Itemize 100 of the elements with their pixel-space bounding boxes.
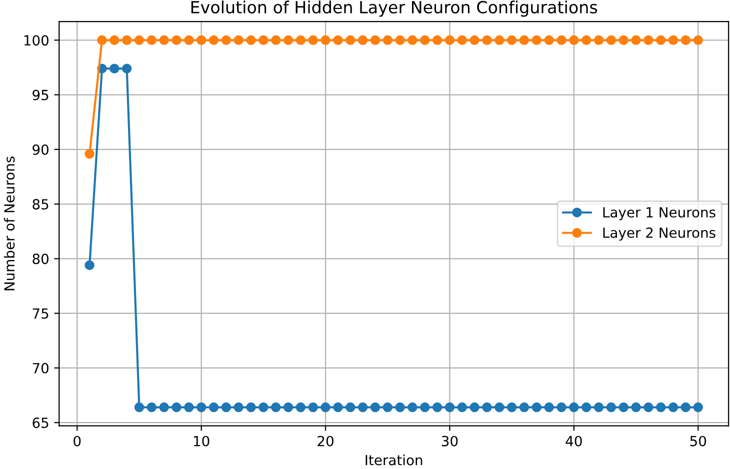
y-tick-label: 65: [32, 418, 48, 428]
y-tick-label: 95: [32, 90, 48, 100]
y-axis-title: Number of Neurons: [4, 156, 15, 290]
x-tick-label: 0: [74, 436, 81, 446]
point: [457, 35, 468, 46]
point: [370, 402, 380, 412]
point: [482, 35, 492, 46]
point: [506, 402, 517, 412]
point: [196, 35, 206, 46]
point: [470, 402, 480, 412]
point: [581, 402, 592, 412]
point: [172, 35, 182, 46]
y-tick-label: 85: [32, 199, 48, 210]
y-tick-label: 75: [32, 308, 48, 319]
point: [408, 35, 418, 46]
point: [432, 402, 442, 412]
point: [631, 35, 641, 46]
point: [606, 402, 616, 412]
point: [208, 402, 219, 412]
chart-title: Evolution of Hidden Layer Neuron Configurations: [191, 0, 598, 17]
point: [644, 402, 654, 412]
point: [134, 35, 144, 46]
point: [668, 35, 678, 46]
point: [333, 402, 343, 412]
point: [569, 402, 579, 412]
point: [234, 402, 244, 412]
point: [84, 148, 94, 159]
point: [283, 402, 294, 412]
point: [606, 35, 616, 46]
y-tick-label: 100: [24, 35, 48, 46]
point: [644, 35, 654, 46]
y-tick-label: 90: [32, 144, 48, 155]
point: [519, 402, 530, 412]
legend-label: Layer 1 Neurons: [603, 207, 716, 220]
point: [84, 260, 94, 270]
point: [208, 35, 219, 46]
point: [97, 35, 107, 46]
point: [308, 402, 318, 412]
point: [581, 35, 592, 46]
point: [308, 35, 318, 46]
point: [556, 402, 566, 412]
point: [532, 35, 542, 46]
point: [395, 402, 405, 412]
point: [618, 402, 628, 412]
point: [544, 402, 554, 412]
point: [184, 402, 194, 412]
point: [382, 402, 392, 412]
point: [444, 35, 455, 46]
point: [494, 402, 504, 412]
point: [270, 35, 281, 46]
point: [444, 402, 455, 412]
point: [159, 35, 169, 46]
point: [668, 402, 678, 412]
point: [370, 35, 380, 46]
point: [569, 35, 579, 46]
point: [246, 402, 256, 412]
point: [506, 35, 517, 46]
point: [146, 402, 157, 412]
point: [258, 402, 268, 412]
point: [631, 402, 641, 412]
x-tick-label: 50: [690, 436, 706, 446]
point: [333, 35, 343, 46]
point: [122, 64, 132, 74]
point: [432, 35, 442, 46]
x-axis-title: Iteration: [366, 454, 422, 466]
y-tick-label: 80: [32, 254, 48, 264]
x-tick-label: 40: [566, 436, 582, 446]
point: [470, 35, 480, 46]
point: [221, 35, 232, 46]
x-tick-label: 30: [442, 436, 458, 446]
point: [172, 402, 182, 412]
point: [420, 35, 430, 46]
point: [482, 402, 492, 412]
point: [594, 35, 604, 46]
point: [234, 35, 244, 46]
point: [346, 402, 356, 412]
point: [110, 35, 120, 46]
point: [270, 402, 281, 412]
point: [146, 35, 157, 46]
point: [346, 35, 356, 46]
x-tick-label: 20: [318, 436, 334, 446]
point: [395, 35, 405, 46]
point: [656, 402, 666, 412]
point: [680, 35, 691, 46]
point: [196, 402, 206, 412]
legend-label: Layer 2 Neurons: [603, 227, 716, 241]
point: [246, 35, 256, 46]
point: [693, 402, 703, 412]
point: [693, 35, 703, 46]
point: [556, 35, 566, 46]
point: [134, 402, 144, 412]
point: [680, 402, 691, 412]
point: [457, 402, 468, 412]
point: [519, 35, 530, 46]
point: [283, 35, 294, 46]
point: [122, 35, 132, 46]
point: [382, 35, 392, 46]
point: [358, 402, 368, 412]
point: [159, 402, 169, 412]
y-tick-label: 70: [32, 362, 48, 374]
